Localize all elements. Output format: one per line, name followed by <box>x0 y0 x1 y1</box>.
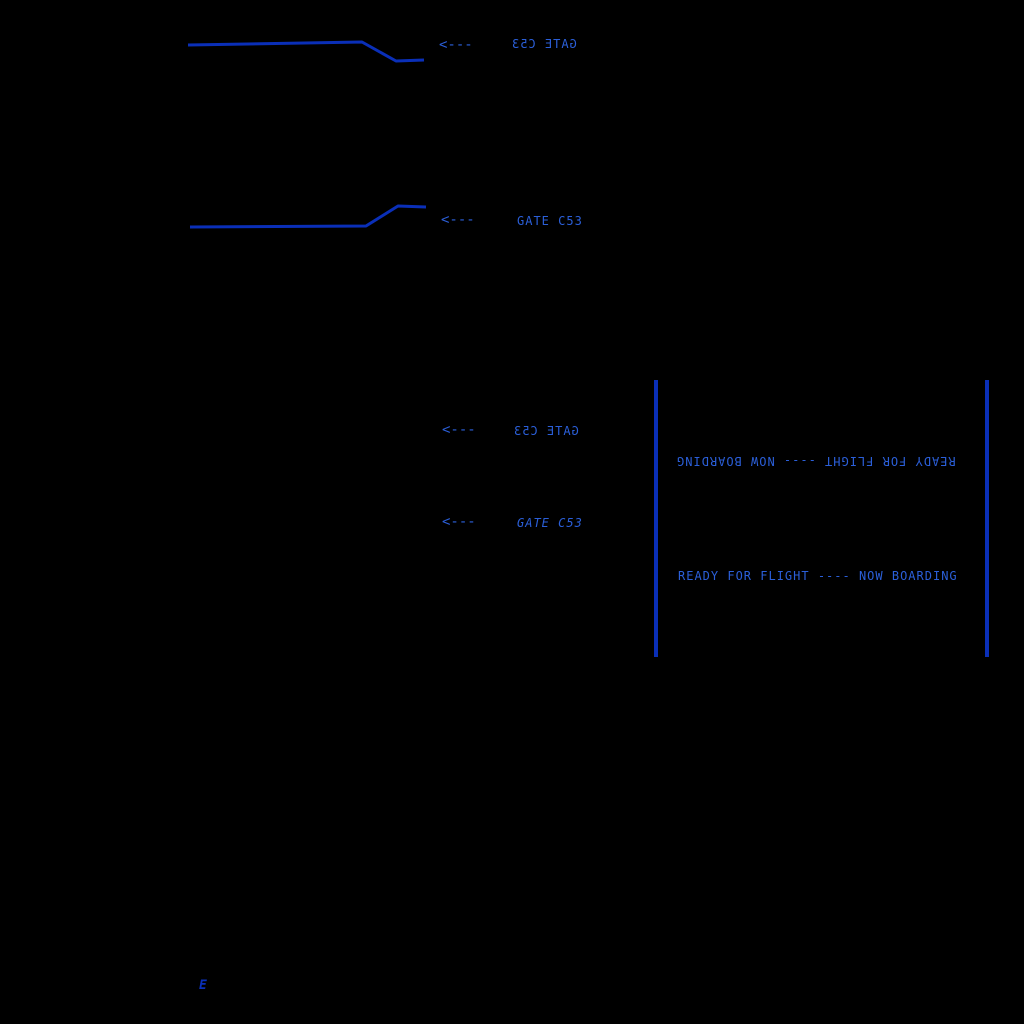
gate-label-italic-mid: GATE C53 <box>517 516 583 530</box>
corner-glyph: E <box>199 978 208 993</box>
gate-label-top: GATE C53 <box>517 214 583 228</box>
arrow-indicator-2: <--- <box>441 212 475 228</box>
arrow-indicator-4: <--- <box>442 514 476 530</box>
arrow-indicator-1: <--- <box>439 37 473 53</box>
panel-status: READY FOR FLIGHT ---- NOW BOARDING <box>678 569 958 583</box>
gate-label-mirrored-mid: GATE C53 <box>513 424 579 438</box>
second-path-line <box>189 204 427 229</box>
gate-label-mirrored-top: GATE C53 <box>511 37 577 51</box>
panel-status-upside-down: READY FOR FLIGHT ---- NOW BOARDING <box>676 454 956 468</box>
panel-left-bar <box>654 380 658 657</box>
panel-right-bar <box>985 380 989 657</box>
arrow-indicator-3: <--- <box>442 422 476 438</box>
top-path-line <box>187 40 425 63</box>
